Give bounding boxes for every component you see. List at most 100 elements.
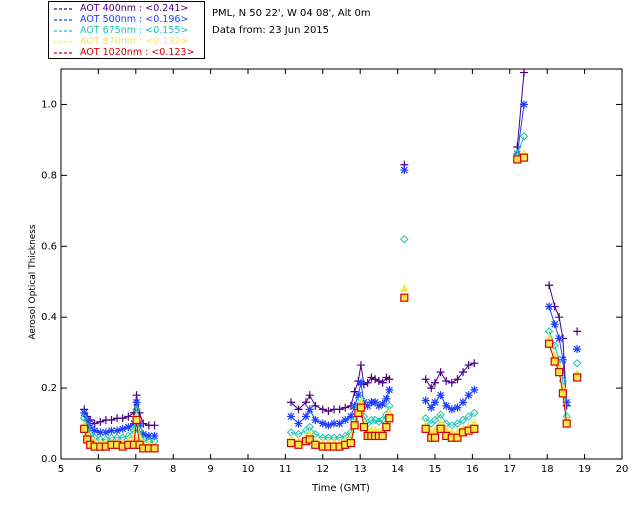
data-point-asterisk <box>90 426 99 435</box>
data-point-asterisk <box>562 398 571 407</box>
data-point-plus <box>287 398 296 407</box>
x-tick-label: 13 <box>354 464 367 475</box>
data-point-asterisk <box>318 419 327 428</box>
legend-label: AOT 400nm : <0.241> <box>80 3 189 14</box>
data-point-square <box>558 389 568 398</box>
data-point-asterisk <box>96 428 105 437</box>
y-tick-label: 0.6 <box>41 241 57 252</box>
data-point-asterisk <box>371 398 380 407</box>
data-point-asterisk <box>359 398 368 407</box>
data-point-asterisk <box>431 398 439 407</box>
data-point-asterisk <box>442 401 451 410</box>
data-point-diamond <box>453 419 462 428</box>
data-point-asterisk <box>354 391 363 400</box>
series-4 <box>80 153 582 453</box>
data-point-plus <box>367 373 376 382</box>
x-tick-label: 18 <box>541 464 554 475</box>
legend-label: AOT 675nm : <0.155> <box>80 25 189 36</box>
data-point-asterisk <box>363 401 372 410</box>
data-point-plus <box>107 416 116 424</box>
legend-line-swatch <box>54 19 74 21</box>
data-point-asterisk <box>335 419 344 428</box>
data-point-plus <box>132 391 141 400</box>
plot-frame <box>60 68 623 460</box>
data-point-diamond <box>519 132 529 141</box>
data-point-square <box>346 438 355 448</box>
data-point-square <box>453 433 462 442</box>
data-point-asterisk <box>356 378 365 387</box>
legend: AOT 400nm : <0.241> AOT 500nm : <0.196> AO… <box>48 1 205 59</box>
series-0 <box>80 69 582 430</box>
data-point-plus <box>573 327 582 336</box>
legend-label: AOT 1020nm : <0.123> <box>80 47 195 58</box>
data-point-plus <box>350 387 359 396</box>
data-point-square <box>359 422 369 432</box>
data-point-asterisk <box>330 419 339 428</box>
x-tick-label: 8 <box>170 464 176 475</box>
data-point-plus <box>150 421 159 430</box>
data-point-square <box>430 433 440 442</box>
series-line <box>516 104 525 155</box>
y-tick-label: 0.8 <box>41 170 57 181</box>
data-point-diamond <box>430 415 440 425</box>
series-2 <box>79 132 582 446</box>
data-point-asterisk <box>346 412 355 421</box>
data-point-plus <box>318 405 327 414</box>
y-tick-label: 0.4 <box>41 312 57 323</box>
data-point-triangle <box>399 283 409 292</box>
y-tick-label: 0.2 <box>41 383 57 394</box>
data-point-plus <box>324 407 333 416</box>
data-point-asterisk <box>301 412 310 421</box>
data-point-plus <box>124 412 133 421</box>
data-point-square <box>470 424 479 433</box>
data-point-square <box>132 415 141 425</box>
data-point-triangle <box>135 432 144 441</box>
data-point-square <box>305 435 314 444</box>
data-point-plus <box>427 384 436 393</box>
data-point-plus <box>96 417 105 426</box>
axes: 5 6 7 8 9 10 11 12 13 14 15 16 17 18 19 20 0.0 0.2 0.4 0.6 0… <box>41 68 628 475</box>
data-point-plus <box>363 378 372 387</box>
data-point-asterisk <box>150 431 159 440</box>
date-info: Data from: 23 Jun 2015 <box>212 25 330 36</box>
data-point-asterisk <box>294 419 303 428</box>
data-point-asterisk <box>453 403 462 412</box>
data-point-plus <box>385 375 394 384</box>
data-point-diamond <box>400 234 409 244</box>
data-point-square <box>562 419 571 428</box>
data-point-asterisk <box>421 396 430 405</box>
data-point-plus <box>464 361 473 370</box>
x-axis-label: Time (GMT) <box>311 483 370 494</box>
x-tick-label: 7 <box>133 464 139 475</box>
data-point-plus <box>555 313 564 322</box>
x-tick-label: 10 <box>242 464 255 475</box>
data-point-plus <box>545 281 554 290</box>
data-point-plus <box>356 361 365 370</box>
data-point-square <box>294 440 303 449</box>
series-line <box>425 362 475 390</box>
data-point-square <box>573 373 582 382</box>
data-point-square <box>544 339 554 348</box>
data-point-square <box>286 438 296 448</box>
data-point-plus <box>421 375 430 384</box>
data-point-asterisk <box>324 421 333 430</box>
series-line <box>290 364 390 412</box>
series-layer <box>79 69 582 453</box>
data-point-diamond <box>458 415 468 425</box>
data-point-plus <box>436 368 445 377</box>
data-point-asterisk <box>385 385 394 394</box>
data-point-asterisk <box>132 398 141 407</box>
data-point-plus <box>118 414 127 423</box>
data-point-square <box>550 357 559 366</box>
data-point-asterisk <box>144 431 153 440</box>
data-point-diamond <box>572 359 582 368</box>
data-point-diamond <box>470 408 479 418</box>
data-point-plus <box>447 378 456 387</box>
data-point-asterisk <box>83 416 92 424</box>
data-point-square <box>150 444 159 453</box>
data-point-square <box>80 424 89 433</box>
data-point-asterisk <box>378 400 387 409</box>
site-info: PML, N 50 22', W 04 08', Alt 0m <box>212 8 371 19</box>
data-point-asterisk <box>520 100 529 109</box>
data-point-asterisk <box>436 391 445 400</box>
